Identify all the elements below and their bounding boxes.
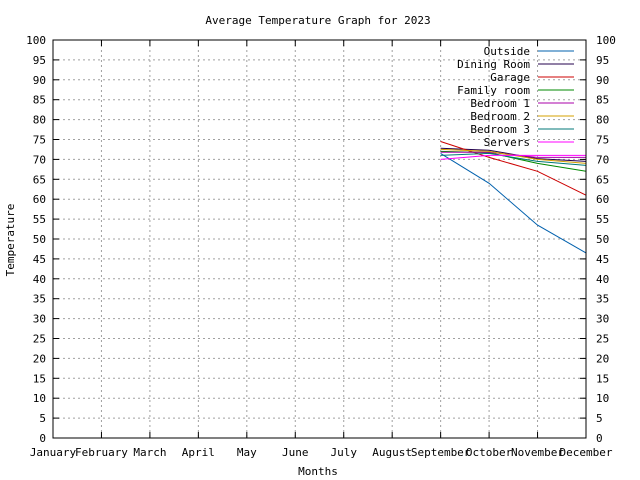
y-tick-label-right: 10 [596,392,609,405]
x-tick-label: July [330,446,357,459]
x-tick-label: December [560,446,613,459]
x-tick-label: February [75,446,128,459]
x-tick-label: April [182,446,215,459]
x-tick-label: August [372,446,412,459]
y-tick-label-right: 15 [596,372,609,385]
x-tick-label: October [466,446,513,459]
y-tick-label-left: 60 [33,193,46,206]
y-tick-label-left: 65 [33,173,46,186]
x-tick-label: March [133,446,166,459]
legend-label: Bedroom 1 [470,97,530,110]
series-line-servers [440,154,586,160]
axis-ticks [52,39,587,439]
y-tick-label-left: 70 [33,153,46,166]
y-tick-label-right: 55 [596,213,609,226]
series-line-bedroom-3 [440,152,587,166]
chart-title: Average Temperature Graph for 2023 [205,14,430,27]
y-tick-label-right: 0 [596,432,603,445]
y-tick-label-left: 20 [33,352,46,365]
y-tick-label-left: 10 [33,392,46,405]
y-tick-label-right: 40 [596,273,609,286]
y-tick-label-right: 95 [596,54,609,67]
legend-label: Garage [490,71,530,84]
y-tick-label-left: 80 [33,114,46,127]
y-tick-label-left: 75 [33,134,46,147]
y-tick-label-left: 50 [33,233,46,246]
y-tick-label-right: 45 [596,253,609,266]
y-tick-label-right: 100 [596,34,616,47]
series-line-bedroom-1 [440,151,586,158]
y-tick-label-right: 60 [596,193,609,206]
y-tick-label-right: 50 [596,233,609,246]
y-tick-label-left: 30 [33,313,46,326]
y-tick-label-left: 25 [33,333,46,346]
x-tick-label: May [237,446,257,459]
y-tick-label-right: 75 [596,134,609,147]
y-tick-label-right: 30 [596,313,609,326]
y-tick-label-left: 40 [33,273,46,286]
x-tick-label: June [282,446,309,459]
y-tick-label-left: 15 [33,372,46,385]
legend-label: Dining Room [457,58,530,71]
x-axis-label: Months [298,465,338,478]
y-tick-label-left: 100 [26,34,46,47]
legend-label: Servers [484,136,530,149]
y-tick-label-left: 95 [33,54,46,67]
series-line-garage [440,141,587,196]
y-tick-label-left: 85 [33,94,46,107]
y-tick-label-left: 90 [33,74,46,87]
x-tick-label: January [30,446,77,459]
grid-lines [53,40,586,438]
y-tick-label-right: 90 [596,74,609,87]
series-line-outside [440,152,587,254]
legend-label: Outside [484,45,530,58]
y-tick-label-right: 80 [596,114,609,127]
y-tick-label-right: 20 [596,352,609,365]
y-axis-label: Temperature [4,204,17,277]
y-tick-label-right: 85 [596,94,609,107]
y-tick-label-right: 35 [596,293,609,306]
y-tick-label-left: 0 [39,432,46,445]
y-tick-label-right: 70 [596,153,609,166]
y-tick-label-left: 55 [33,213,46,226]
y-tick-label-left: 45 [33,253,46,266]
y-tick-label-right: 5 [596,412,603,425]
legend-label: Bedroom 3 [470,123,530,136]
y-tick-label-right: 25 [596,333,609,346]
x-tick-label: September [411,446,471,459]
series-lines [440,141,587,254]
y-tick-label-right: 65 [596,173,609,186]
y-tick-label-left: 5 [39,412,46,425]
x-tick-label: November [511,446,564,459]
legend-label: Bedroom 2 [470,110,530,123]
y-tick-label-left: 35 [33,293,46,306]
legend-label: Family room [457,84,530,97]
